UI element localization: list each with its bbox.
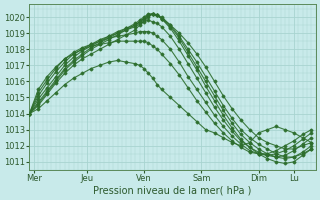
X-axis label: Pression niveau de la mer( hPa ): Pression niveau de la mer( hPa ) (93, 186, 252, 196)
